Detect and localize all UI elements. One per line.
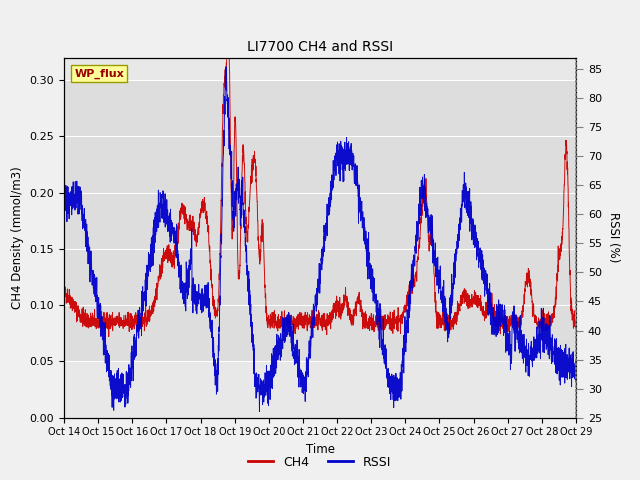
Title: LI7700 CH4 and RSSI: LI7700 CH4 and RSSI — [247, 40, 393, 54]
Legend: CH4, RSSI: CH4, RSSI — [243, 451, 397, 474]
Bar — [64, 80, 576, 361]
Text: WP_flux: WP_flux — [74, 68, 124, 79]
X-axis label: Time: Time — [305, 443, 335, 456]
Y-axis label: CH4 Density (mmol/m3): CH4 Density (mmol/m3) — [11, 166, 24, 309]
Y-axis label: RSSI (%): RSSI (%) — [607, 213, 620, 263]
